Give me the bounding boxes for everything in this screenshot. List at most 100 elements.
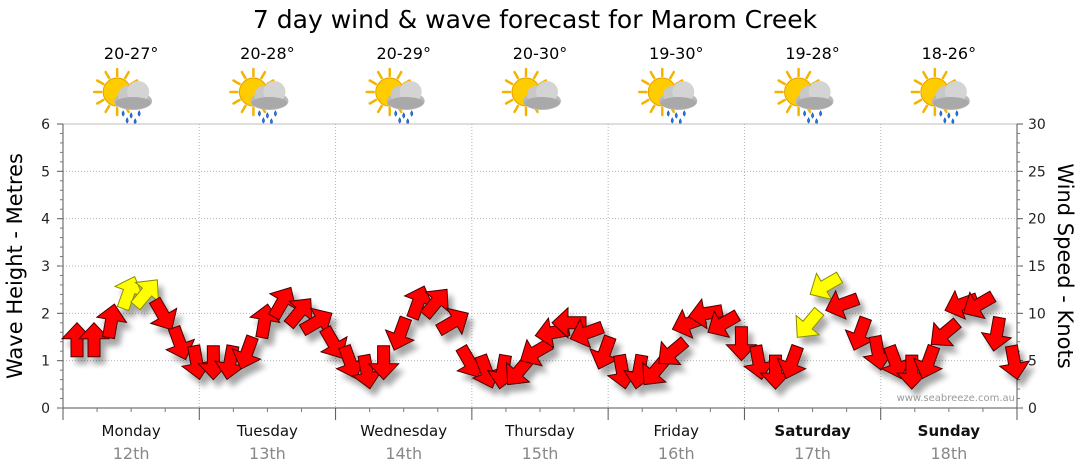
weather-icon bbox=[365, 67, 425, 125]
sun-ray bbox=[785, 104, 792, 114]
sun-ray bbox=[922, 70, 929, 80]
wind-arrow bbox=[77, 321, 111, 358]
temperature-label: 18-26° bbox=[922, 44, 977, 63]
date-label: 15th bbox=[522, 444, 559, 463]
sun-ray bbox=[777, 79, 786, 86]
wind-arrow bbox=[912, 343, 944, 380]
wind-arrow bbox=[180, 344, 213, 381]
day-label: Saturday bbox=[774, 422, 851, 440]
wind-arrow bbox=[725, 326, 758, 362]
weather-icon bbox=[229, 67, 289, 125]
wind-arrow bbox=[268, 286, 297, 321]
sun-ray bbox=[649, 70, 656, 80]
weather-icon bbox=[92, 67, 153, 125]
wind-arrow bbox=[384, 315, 416, 351]
rain-drop bbox=[682, 110, 686, 117]
wind-arrow bbox=[687, 297, 724, 330]
rain-drop bbox=[807, 117, 810, 124]
sun-ray bbox=[641, 98, 650, 105]
weather-icon bbox=[774, 67, 834, 125]
rain-drop bbox=[129, 112, 133, 119]
date-label: 17th bbox=[794, 444, 831, 463]
wind-arrow bbox=[164, 324, 196, 361]
sun-ray bbox=[376, 104, 383, 114]
wind-arrow bbox=[998, 344, 1031, 381]
sun-ray bbox=[376, 70, 383, 80]
sun-ray bbox=[104, 104, 111, 114]
left-tick-label: 5 bbox=[41, 164, 50, 180]
wind-arrow bbox=[569, 317, 605, 349]
temperature-label: 19-30° bbox=[649, 44, 704, 63]
sun-ray bbox=[95, 98, 105, 105]
wind-arrow bbox=[298, 307, 333, 337]
sun-ray bbox=[641, 79, 650, 86]
wind-arrow bbox=[130, 279, 160, 311]
wind-arrow bbox=[551, 306, 587, 339]
wind-arrow bbox=[795, 306, 825, 338]
left-axis: 0 1 2 3 4 5 6 bbox=[41, 117, 64, 417]
cloud bbox=[931, 81, 970, 110]
left-tick-label: 0 bbox=[41, 401, 50, 417]
cloud bbox=[386, 81, 425, 110]
wind-arrow bbox=[435, 307, 469, 337]
day-label: Thursday bbox=[504, 422, 575, 440]
rain-drop bbox=[939, 110, 943, 117]
sun-ray bbox=[504, 79, 514, 86]
wind-arrow bbox=[880, 343, 911, 380]
temperature-label: 20-30° bbox=[513, 44, 568, 63]
rain-drop bbox=[402, 112, 406, 119]
rain-drop bbox=[410, 110, 414, 117]
wind-arrow bbox=[930, 317, 962, 347]
rain-drop bbox=[670, 117, 674, 124]
cloud bbox=[250, 81, 289, 110]
wind-arrow bbox=[148, 296, 178, 331]
cloud-part bbox=[524, 97, 560, 109]
wind-arrow bbox=[589, 334, 620, 370]
right-tick-label: 25 bbox=[1028, 164, 1046, 180]
cloud-part bbox=[251, 97, 288, 109]
rain-drop bbox=[137, 110, 141, 117]
wind-arrow bbox=[980, 315, 1013, 352]
rain-drop bbox=[274, 110, 277, 117]
sun-ray bbox=[260, 70, 267, 80]
sun-ray bbox=[513, 70, 520, 80]
rain-drop bbox=[133, 118, 137, 125]
sun-ray bbox=[913, 98, 923, 105]
cloud-part bbox=[932, 97, 969, 109]
sun-ray bbox=[232, 98, 241, 105]
wind-arrow bbox=[60, 321, 94, 358]
wind-arrow bbox=[825, 289, 861, 320]
wind-arrow bbox=[95, 303, 128, 340]
weather-icon bbox=[910, 67, 970, 125]
wind-arrow bbox=[658, 336, 690, 366]
sun-ray bbox=[532, 70, 539, 80]
rain-drop bbox=[262, 117, 265, 124]
sun-ray bbox=[240, 104, 247, 114]
cloud-part bbox=[660, 97, 697, 109]
date-label: 14th bbox=[385, 444, 422, 463]
wind-arrow bbox=[419, 288, 449, 320]
cloud bbox=[795, 81, 834, 110]
weather-row: 20-27° 20-28° 20-29° 20-30° 19-30° 19-28° 18-2… bbox=[92, 44, 977, 125]
wind-arrow bbox=[962, 290, 997, 320]
sun-ray bbox=[649, 104, 656, 114]
sun-ray bbox=[941, 70, 948, 80]
left-tick-label: 2 bbox=[41, 306, 50, 322]
right-tick-label: 20 bbox=[1028, 212, 1046, 228]
wind-arrow bbox=[403, 285, 434, 321]
cloud-part bbox=[387, 97, 424, 109]
left-tick-label: 4 bbox=[41, 212, 50, 228]
rain-drop bbox=[951, 118, 955, 125]
right-tick-label: 30 bbox=[1028, 117, 1046, 133]
sun-ray bbox=[368, 98, 378, 105]
left-tick-label: 6 bbox=[41, 117, 50, 133]
wind-arrow bbox=[742, 344, 775, 381]
wind-arrow bbox=[895, 354, 928, 390]
cloud bbox=[659, 81, 698, 110]
left-tick-label: 1 bbox=[41, 354, 50, 370]
wind-arrow bbox=[809, 271, 844, 301]
temperature-label: 20-28° bbox=[240, 44, 295, 63]
rain-drop bbox=[815, 118, 818, 125]
left-tick-label: 3 bbox=[41, 259, 50, 275]
